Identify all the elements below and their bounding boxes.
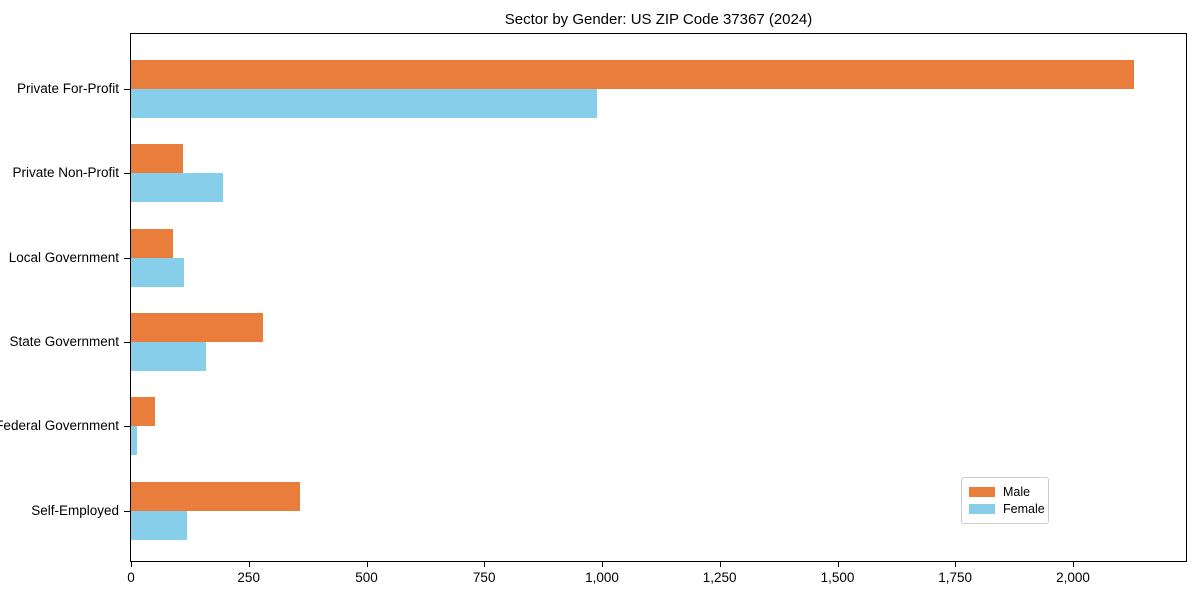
bar-female-3	[131, 341, 207, 371]
x-tick-mark	[1073, 562, 1074, 567]
bar-male-0	[131, 60, 1135, 89]
bar-female-0	[131, 89, 598, 118]
bar-female-2	[131, 257, 184, 287]
legend: Male Female	[961, 477, 1049, 524]
plot-area: Private For-Profit Private Non-Profit Loca…	[0, 33, 1187, 585]
bar-female-5	[131, 510, 187, 540]
x-tick-label: 1,500	[820, 570, 855, 585]
bar-male-3	[131, 312, 263, 342]
x-tick-label: 0	[127, 570, 135, 585]
x-tick-mark	[484, 562, 486, 567]
y-tick-mark	[124, 257, 130, 259]
bar-male-5	[131, 481, 300, 511]
bar-female-4	[131, 426, 137, 456]
y-tick-mark	[124, 173, 130, 175]
x-tick-mark	[955, 562, 957, 567]
x-tick-mark	[131, 562, 132, 567]
y-tick-mark	[124, 341, 130, 343]
x-tick-label: 750	[472, 570, 496, 585]
x-tick-mark	[602, 562, 603, 567]
legend-label: Female	[1003, 502, 1045, 516]
legend-swatch-female	[969, 504, 995, 514]
bar-male-4	[131, 397, 155, 427]
y-tick-label: State Government	[9, 333, 119, 349]
y-tick-label: Local Government	[8, 249, 119, 265]
legend-entry-male: Male	[969, 484, 1040, 500]
x-tick-label: 1,250	[702, 570, 737, 585]
x-tick-mark	[719, 562, 721, 567]
y-tick-mark	[124, 426, 130, 428]
bar-male-1	[131, 144, 183, 174]
bar-female-1	[131, 173, 223, 203]
x-tick-mark	[837, 562, 839, 567]
x-tick-label: 500	[355, 570, 378, 585]
y-tick-label: Self-Employed	[31, 502, 119, 518]
x-tick-label: 250	[237, 570, 260, 585]
y-tick-mark	[124, 89, 130, 90]
x-tick-label: 2,000	[1056, 570, 1090, 585]
x-tick-label: 1,000	[585, 570, 619, 585]
x-tick-label: 1,750	[938, 570, 973, 585]
y-tick-label: Private Non-Profit	[12, 165, 119, 181]
legend-label: Male	[1003, 485, 1031, 499]
x-tick-mark	[366, 562, 368, 567]
chart-title: Sector by Gender: US ZIP Code 37367 (202…	[504, 11, 813, 28]
y-tick-mark	[124, 510, 130, 512]
x-tick-mark	[248, 562, 250, 567]
legend-swatch-male	[969, 487, 995, 497]
legend-entry-female: Female	[969, 501, 1045, 517]
y-tick-label: Federal Government	[0, 418, 119, 434]
y-tick-label: Private For-Profit	[16, 81, 119, 96]
bar-male-2	[131, 228, 174, 258]
